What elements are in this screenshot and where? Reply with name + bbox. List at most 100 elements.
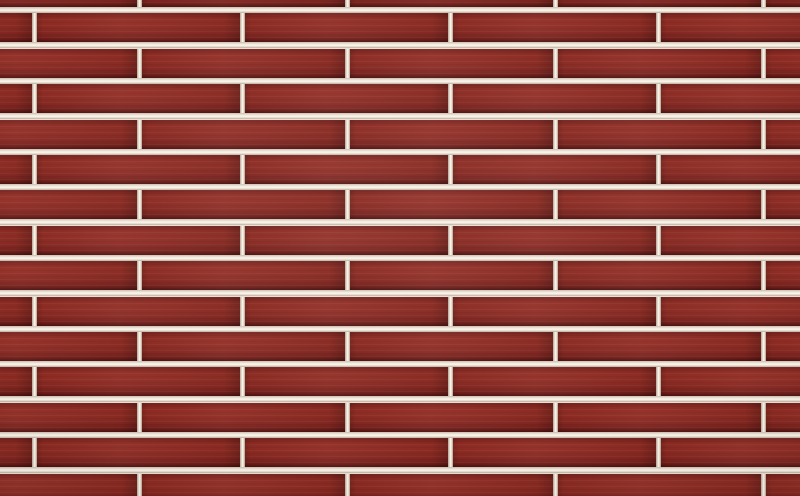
mortar-head-joint (240, 13, 245, 43)
brick (0, 0, 137, 7)
mortar-head-joint (32, 155, 37, 184)
mortar-head-joint (240, 296, 245, 326)
brick (37, 84, 240, 114)
brick (0, 84, 32, 114)
brick (0, 119, 137, 149)
brick (661, 13, 800, 43)
brick-row (0, 13, 800, 43)
brick (0, 296, 32, 326)
brick (661, 225, 800, 255)
brick-row (0, 402, 800, 432)
brick (142, 332, 345, 361)
brick (142, 48, 345, 78)
brick (766, 190, 800, 220)
mortar-head-joint (345, 48, 350, 78)
mortar-bed-joint (0, 431, 800, 438)
mortar-head-joint (448, 225, 453, 255)
mortar-head-joint (656, 155, 661, 184)
mortar-head-joint (448, 367, 453, 397)
brick (350, 48, 553, 78)
mortar-head-joint (240, 84, 245, 114)
mortar-bed-joint (0, 254, 800, 261)
brick (661, 438, 800, 468)
mortar-head-joint (32, 84, 37, 114)
mortar-bed-joint (0, 396, 800, 403)
mortar-head-joint (656, 13, 661, 43)
brick-row (0, 119, 800, 149)
brick-row (0, 332, 800, 361)
mortar-head-joint (345, 119, 350, 149)
mortar-head-joint (345, 332, 350, 361)
brick (37, 155, 240, 184)
mortar-head-joint (32, 296, 37, 326)
mortar-bed-joint (0, 113, 800, 120)
mortar-head-joint (32, 13, 37, 43)
mortar-head-joint (137, 332, 142, 361)
brick-row (0, 367, 800, 397)
brick (37, 296, 240, 326)
mortar-head-joint (553, 190, 558, 220)
mortar-head-joint (137, 48, 142, 78)
brick (245, 155, 448, 184)
mortar-head-joint (761, 261, 766, 291)
brick (245, 438, 448, 468)
mortar-head-joint (345, 402, 350, 432)
brick (558, 402, 761, 432)
brick-row (0, 296, 800, 326)
brick (350, 119, 553, 149)
brick-row (0, 190, 800, 220)
brick (0, 155, 32, 184)
mortar-head-joint (761, 473, 766, 496)
brick-row (0, 473, 800, 496)
brick (0, 332, 137, 361)
brick (142, 119, 345, 149)
mortar-head-joint (137, 119, 142, 149)
brick (661, 155, 800, 184)
mortar-head-joint (761, 402, 766, 432)
brick (37, 367, 240, 397)
brick (0, 13, 32, 43)
mortar-head-joint (656, 225, 661, 255)
brick (350, 261, 553, 291)
brick-row (0, 261, 800, 291)
brick (766, 473, 800, 496)
mortar-bed-joint (0, 219, 800, 226)
mortar-head-joint (345, 473, 350, 496)
brick (661, 367, 800, 397)
mortar-bed-joint (0, 77, 800, 84)
brick-row (0, 48, 800, 78)
mortar-head-joint (553, 332, 558, 361)
mortar-head-joint (553, 0, 558, 7)
brick (142, 402, 345, 432)
brick-row (0, 438, 800, 468)
brick (142, 190, 345, 220)
brick (661, 296, 800, 326)
brick (142, 0, 345, 7)
mortar-head-joint (761, 332, 766, 361)
brick (245, 225, 448, 255)
mortar-bed-joint (0, 148, 800, 155)
brick (453, 367, 656, 397)
brick (37, 438, 240, 468)
brick (766, 0, 800, 7)
mortar-head-joint (553, 402, 558, 432)
brick (453, 84, 656, 114)
brick (453, 225, 656, 255)
mortar-head-joint (553, 473, 558, 496)
mortar-head-joint (240, 367, 245, 397)
mortar-head-joint (656, 296, 661, 326)
mortar-bed-joint (0, 325, 800, 332)
brick (0, 438, 32, 468)
mortar-head-joint (137, 190, 142, 220)
mortar-head-joint (345, 0, 350, 7)
mortar-head-joint (240, 155, 245, 184)
brick (558, 332, 761, 361)
mortar-bed-joint (0, 361, 800, 367)
mortar-head-joint (345, 190, 350, 220)
brick (350, 332, 553, 361)
brick (0, 48, 137, 78)
mortar-bed-joint (0, 290, 800, 297)
brick (453, 155, 656, 184)
brick (0, 225, 32, 255)
